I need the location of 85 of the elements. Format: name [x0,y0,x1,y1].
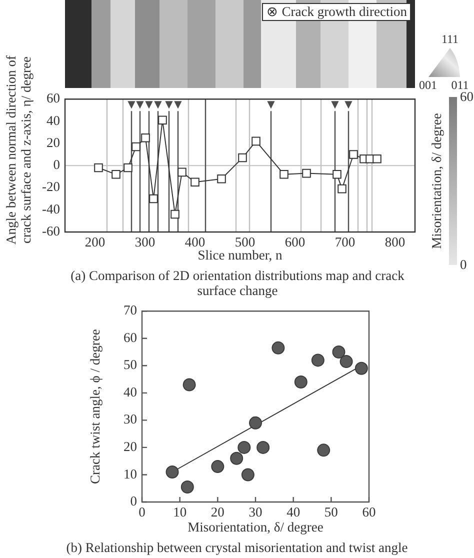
x-axis-title: Slice number, n [198,247,283,262]
ref-line-label: ▼ [344,100,353,111]
y-tick-label: 20 [124,439,138,454]
point [141,133,150,142]
point [211,460,224,474]
point [132,142,140,152]
y-tick-label: 30 [124,412,138,427]
point [238,440,251,454]
point [170,210,180,219]
text: ⊗ Crack growth direction [262,3,411,21]
x-tick-label: 60 [362,504,376,520]
point [180,480,194,494]
point [340,355,353,368]
y-tick-label: -40 [42,201,60,216]
point [332,170,342,179]
point [166,466,179,478]
ref-line-label: ▼ [128,100,136,111]
y-tick-label: 10 [124,466,138,482]
color-bar-label: 60 [460,89,474,104]
point [349,150,358,159]
point [230,452,244,465]
point [280,170,288,179]
text: 011 [451,78,469,92]
x-tick-label: 300 [134,234,156,250]
point [238,153,247,162]
y-tick-label: 0 [130,494,138,509]
point [354,362,368,375]
y-tick-label: 60 [124,330,138,345]
y-tick-label: 20 [46,134,60,150]
y-tick-label: 0 [53,157,60,172]
x-tick-label: 800 [384,234,406,250]
y-tick-label: 50 [124,357,138,372]
y-axis-title: Angle between normal direction of crack surface and z-axis, η/ degree [3,54,34,246]
ref-line-label: ▼ [165,100,174,111]
text: 001 [419,78,437,92]
y-tick-label: 40 [124,384,138,400]
y-tick-label: 40 [46,112,60,128]
x-axis-title: Misorientation, δ/ degree [188,519,324,534]
ref-line-label: ▼ [174,100,182,111]
point [332,346,346,359]
point [124,163,132,172]
point [256,440,270,454]
y-tick-label: 60 [46,90,60,106]
point [372,154,382,164]
text: (a) Comparison of 2D orientation distributions map and crack surface change [70,268,406,298]
x-tick-label: 50 [324,504,338,520]
point [249,416,262,430]
ref-line-label: ▼ [154,100,162,111]
point [94,163,103,172]
ref-line-label: ▼ [136,100,144,111]
point [338,184,346,194]
x-tick-label: 700 [334,234,356,250]
point [149,194,158,204]
point [302,168,311,178]
point [112,170,120,179]
x-tick-label: 400 [184,234,206,250]
x-tick-label: 10 [173,504,187,520]
y-axis-title: Crack twist angle, ϕ / degree [88,329,103,484]
point [272,341,285,354]
color-bar-title: Misorientation, δ/ degree [429,112,445,251]
x-tick-label: 500 [234,234,256,250]
ref-line-label: ▼ [145,100,154,111]
x-tick-label: 30 [248,504,262,520]
point [182,378,196,392]
color-bar-label: 0 [460,257,467,272]
point [252,136,260,146]
x-tick-label: 40 [286,504,300,520]
point [178,168,186,177]
text: 111 [441,32,459,46]
point [294,376,308,389]
point [311,354,324,367]
x-tick-label: 20 [210,504,225,520]
point [190,178,200,187]
y-tick-label: -20 [42,179,60,194]
ref-line-label: ▼ [331,100,340,111]
point [158,116,167,125]
point [317,444,330,457]
x-tick-label: 200 [84,234,106,250]
x-tick-label: 600 [284,234,306,250]
ref-line-label: ▼ [267,100,276,111]
point [241,468,254,482]
text: (b) Relationship between crystal misorientation and twist angle [65,540,409,555]
point [217,174,226,184]
y-tick-label: 70 [124,302,138,318]
y-tick-label: -60 [42,224,60,239]
